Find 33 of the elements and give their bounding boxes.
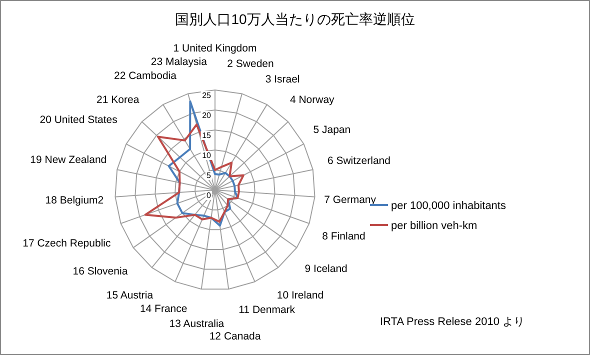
spoke-label: 13 Australia [169,318,224,330]
spoke-label: 2 Sweden [227,58,274,70]
spoke-label: 9 Iceland [304,263,348,276]
spoke-label: 19 New Zealand [30,154,107,166]
spoke-label: 22 Cambodia [114,70,177,82]
spoke-label: 6 Switzerland [327,154,391,167]
spoke-label: 18 Belgium2 [45,194,104,206]
text: IRTA Press Relese 2010 より [380,316,524,328]
y-tick-label: 15 [202,131,212,140]
spoke-label: 5 Japan [313,124,351,136]
spoke-label: 11 Denmark [238,304,296,316]
legend-label: per billion veh-km [391,220,478,232]
spoke-label: 10 Ireland [276,289,324,302]
y-tick-label: 5 [206,171,212,180]
y-tick-label: 25 [202,91,212,100]
spoke-label: 14 France [140,303,188,316]
spoke-label: 12 Canada [209,330,261,343]
spoke-label: 1 United Kingdom [173,42,257,55]
y-tick-label: 10 [202,151,212,160]
spoke-label: 17 Czech Republic [22,237,111,250]
y-tick-label: 0 [206,191,212,200]
y-tick-label: 20 [202,111,212,120]
spoke-label: 8 Finland [322,230,366,242]
spoke-label: 3 Israel [265,74,300,86]
spoke-label: 15 Austria [106,289,154,302]
spoke-label: 21 Korea [96,94,140,106]
spoke-label: 20 United States [40,114,118,126]
legend-label: per 100,000 inhabitants [391,200,506,212]
chart-title: 国別人口10万人当たりの死亡率逆順位 [175,11,415,27]
spoke-label: 4 Norway [290,94,336,106]
spoke-label: 7 Germany [324,194,377,206]
spoke-label: 23 Malaysia [150,56,208,68]
spoke-label: 16 Slovenia [72,266,128,278]
